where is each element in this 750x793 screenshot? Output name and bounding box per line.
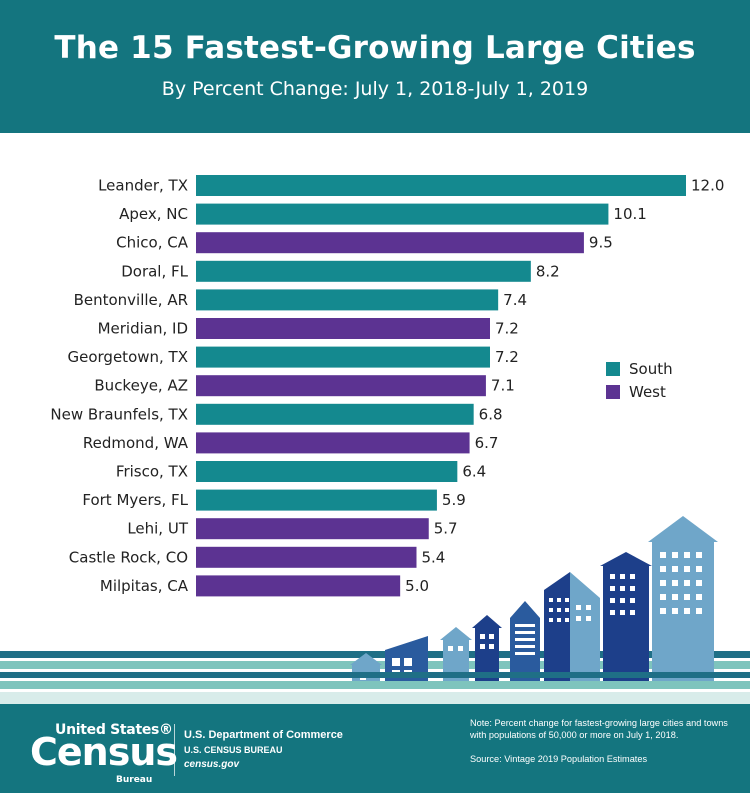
category-label: Georgetown, TX: [68, 348, 189, 366]
bar-5: [196, 318, 490, 339]
bar-10: [196, 461, 458, 482]
value-label: 9.5: [589, 234, 613, 252]
footnote: Note: Percent change for fastest-growing…: [470, 718, 728, 740]
category-label: Chico, CA: [116, 234, 189, 252]
bar-6: [196, 346, 490, 368]
category-label: Doral, FL: [121, 262, 188, 280]
category-label: Buckeye, AZ: [94, 377, 188, 395]
value-label: 10.1: [613, 205, 646, 223]
category-label: New Braunfels, TX: [50, 405, 188, 423]
value-label: 8.2: [536, 262, 560, 280]
bar-9: [196, 432, 470, 454]
category-label: Bentonville, AR: [74, 291, 188, 309]
value-label: 5.4: [422, 548, 446, 566]
bar-14: [196, 575, 401, 597]
value-label: 5.0: [405, 577, 429, 595]
legend: South West: [606, 360, 673, 401]
page-subtitle: By Percent Change: July 1, 2018-July 1, …: [161, 78, 589, 100]
bar-chart: Leander, TX 12.0 Apex, NC 10.1 Chico, CA 9.5 D…: [0, 175, 750, 704]
category-label: Fort Myers, FL: [82, 491, 188, 509]
value-label: 7.4: [503, 291, 527, 309]
category-label: Lehi, UT: [127, 520, 189, 538]
category-label: Frisco, TX: [116, 463, 188, 481]
bar-8: [196, 403, 474, 425]
bar-12: [196, 518, 429, 540]
bar-11: [196, 489, 437, 511]
value-label: 12.0: [691, 177, 724, 195]
city-skyline-illustration: [0, 516, 750, 704]
bureau-name: U.S. CENSUS BUREAU: [184, 745, 283, 755]
value-label: 5.7: [434, 520, 458, 538]
legend-swatch-south: [606, 362, 620, 376]
bar-2: [196, 232, 584, 254]
value-label: 5.9: [442, 491, 466, 509]
bar-0: [196, 175, 686, 196]
value-label: 6.8: [479, 405, 503, 423]
value-label: 6.4: [462, 463, 486, 481]
category-label: Castle Rock, CO: [69, 548, 188, 566]
footer-banner: United States® Census Bureau U.S. Depart…: [0, 704, 750, 793]
legend-label-south: South: [629, 360, 673, 378]
category-label: Milpitas, CA: [100, 577, 189, 595]
logo-top-text: United States®: [55, 722, 173, 738]
bar-13: [196, 546, 417, 568]
legend-swatch-west: [606, 385, 620, 399]
bar-1: [196, 203, 609, 225]
value-label: 6.7: [475, 434, 499, 452]
bar-4: [196, 289, 499, 311]
census-logo: Census: [30, 730, 178, 774]
category-label: Meridian, ID: [98, 320, 188, 338]
department-name: U.S. Department of Commerce: [184, 729, 343, 741]
website-link[interactable]: census.gov: [184, 759, 240, 770]
category-label: Apex, NC: [119, 205, 188, 223]
value-label: 7.2: [495, 320, 519, 338]
value-label: 7.2: [495, 348, 519, 366]
bars-layer: Leander, TX 12.0 Apex, NC 10.1 Chico, CA 9.5 D…: [50, 175, 724, 597]
footer-divider: [174, 724, 175, 776]
category-label: Redmond, WA: [83, 434, 189, 452]
page-title: The 15 Fastest-Growing Large Cities: [54, 30, 696, 66]
legend-label-west: West: [629, 383, 666, 401]
header-banner: The 15 Fastest-Growing Large Cities By P…: [0, 0, 750, 133]
value-label: 7.1: [491, 377, 515, 395]
logo-sub-text: Bureau: [116, 775, 153, 785]
source-note: Source: Vintage 2019 Population Estimate…: [470, 754, 648, 764]
bar-7: [196, 375, 486, 397]
category-label: Leander, TX: [98, 177, 188, 195]
bar-3: [196, 260, 531, 282]
